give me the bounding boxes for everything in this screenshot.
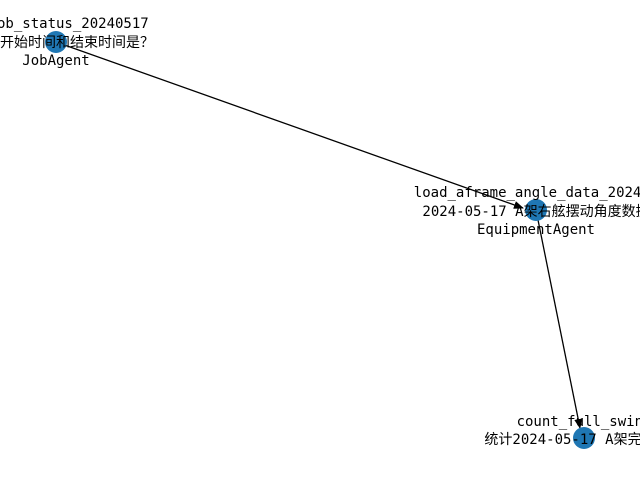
node-label-aframe-angle: load_aframe_angle_data_202405 2024-05-17… (414, 185, 640, 238)
node-job-status-line-2: 架作业开始时间和结束时间是？ (0, 35, 154, 51)
node-full-swing[interactable] (573, 427, 595, 449)
nodes-layer (45, 31, 595, 449)
node-label-full-swing: count_full_swing 统计2024-05-17 A架完整摆动 (484, 414, 640, 448)
node-label-job-status: me_job_status_20240517 架作业开始时间和结束时间是？ Jo… (0, 16, 154, 69)
edge-job-status-to-aframe-angle (55, 41, 524, 209)
labels-layer: me_job_status_20240517 架作业开始时间和结束时间是？ Jo… (0, 16, 640, 448)
edges-layer (55, 41, 583, 429)
edge-aframe-angle-to-full-swing (535, 209, 583, 429)
node-job-status-line-1: me_job_status_20240517 (0, 16, 149, 32)
node-aframe-angle-line-1: load_aframe_angle_data_202405 (414, 185, 640, 201)
node-job-status-line-3: JobAgent (22, 53, 89, 69)
node-full-swing-line-2: 统计2024-05-17 A架完整摆动 (484, 432, 640, 448)
node-job-status[interactable] (45, 31, 67, 53)
node-full-swing-line-1: count_full_swing (517, 414, 640, 430)
node-aframe-angle-line-3: EquipmentAgent (477, 222, 595, 238)
node-aframe-angle-line-2: 2024-05-17 A架右舷摆动角度数据 (422, 204, 640, 220)
node-aframe-angle[interactable] (525, 199, 547, 221)
